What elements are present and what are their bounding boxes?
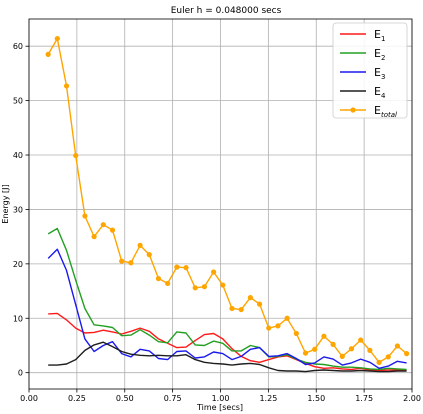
data-point-e-total — [247, 294, 253, 301]
legend-label-e-4: E4 — [374, 85, 386, 100]
legend-label-e-2: E2 — [374, 47, 385, 62]
data-point-e-total — [348, 346, 355, 352]
legend-box — [332, 22, 408, 119]
data-point-e-total — [385, 354, 391, 360]
chart-title: Euler h = 0.048000 secs — [171, 6, 282, 16]
x-tick-label: 1.00 — [212, 394, 230, 403]
x-tick-label: 0.00 — [20, 394, 38, 403]
data-point-e-total — [293, 330, 299, 337]
data-point-e-total — [165, 280, 171, 287]
axis-ticks: 0.00 0.25 0.50 0.75 1.00 1.25 1.50 1.75 2.00 0 10 2… — [13, 42, 421, 403]
data-point-e-total — [128, 260, 134, 266]
data-point-e-total — [339, 353, 345, 359]
data-point-e-total — [201, 284, 208, 290]
legend-marker-e-total — [350, 107, 356, 113]
data-point-e-total — [82, 213, 88, 219]
data-point-e-total — [192, 285, 198, 291]
y-tick-label: 20 — [13, 260, 23, 269]
x-tick-label: 0.25 — [68, 394, 86, 403]
data-point-e-total — [229, 305, 235, 312]
data-point-e-total — [330, 341, 336, 347]
data-point-e-total — [321, 333, 327, 339]
data-point-e-total — [183, 265, 189, 271]
x-tick-label: 2.00 — [403, 394, 421, 403]
data-point-e-total — [404, 351, 410, 357]
y-axis-label: Energy [J] — [1, 184, 10, 223]
data-point-e-total — [220, 282, 226, 288]
series-line-e-2 — [47, 227, 407, 371]
series-layer — [45, 35, 410, 373]
y-tick-label: 60 — [13, 42, 23, 51]
x-axis-label: Time [secs] — [196, 403, 243, 412]
data-point-e-total — [63, 83, 70, 89]
data-point-e-total — [45, 51, 51, 57]
y-tick-label: 10 — [13, 314, 23, 323]
data-point-e-total — [174, 264, 180, 270]
data-point-e-total — [275, 323, 281, 329]
legend: E1 E2 E3 E4 Etotal — [332, 22, 408, 119]
data-point-e-total — [367, 347, 373, 353]
data-point-e-total — [73, 152, 79, 159]
series-line-e-4 — [48, 341, 407, 373]
data-point-e-total — [394, 343, 401, 349]
legend-label-e-1: E1 — [374, 28, 385, 43]
data-point-e-total — [238, 306, 244, 313]
data-point-e-total — [376, 359, 382, 365]
data-point-e-total — [284, 315, 290, 321]
x-tick-label: 1.50 — [307, 394, 325, 403]
data-point-e-total — [91, 234, 97, 240]
data-point-e-total — [211, 269, 217, 275]
series-line-e-3 — [47, 248, 407, 369]
y-tick-label: 0 — [18, 369, 23, 378]
data-point-e-total — [266, 325, 272, 331]
data-point-e-total — [119, 258, 125, 264]
x-tick-label: 0.75 — [164, 394, 182, 403]
x-tick-label: 0.50 — [116, 394, 134, 403]
data-point-e-total — [312, 346, 318, 352]
legend-label-e-3: E3 — [374, 66, 385, 81]
y-tick-label: 30 — [13, 205, 23, 214]
legend-label-e-total: Etotal — [374, 104, 397, 119]
y-tick-label: 40 — [13, 151, 23, 160]
series-line-e-1 — [48, 312, 407, 372]
data-point-e-total — [146, 252, 152, 258]
data-point-e-total — [137, 242, 143, 248]
series-line-e-total — [47, 37, 408, 363]
data-point-e-total — [155, 275, 162, 282]
data-point-e-total — [100, 222, 106, 228]
data-point-e-total — [302, 350, 309, 356]
data-point-e-total — [54, 35, 60, 42]
grid — [28, 19, 413, 389]
x-tick-label: 1.25 — [259, 394, 277, 403]
y-tick-label: 50 — [13, 97, 23, 106]
data-point-e-total — [358, 337, 364, 343]
data-point-e-total — [256, 301, 263, 307]
x-tick-label: 1.75 — [355, 394, 373, 403]
data-point-e-total — [109, 227, 116, 233]
